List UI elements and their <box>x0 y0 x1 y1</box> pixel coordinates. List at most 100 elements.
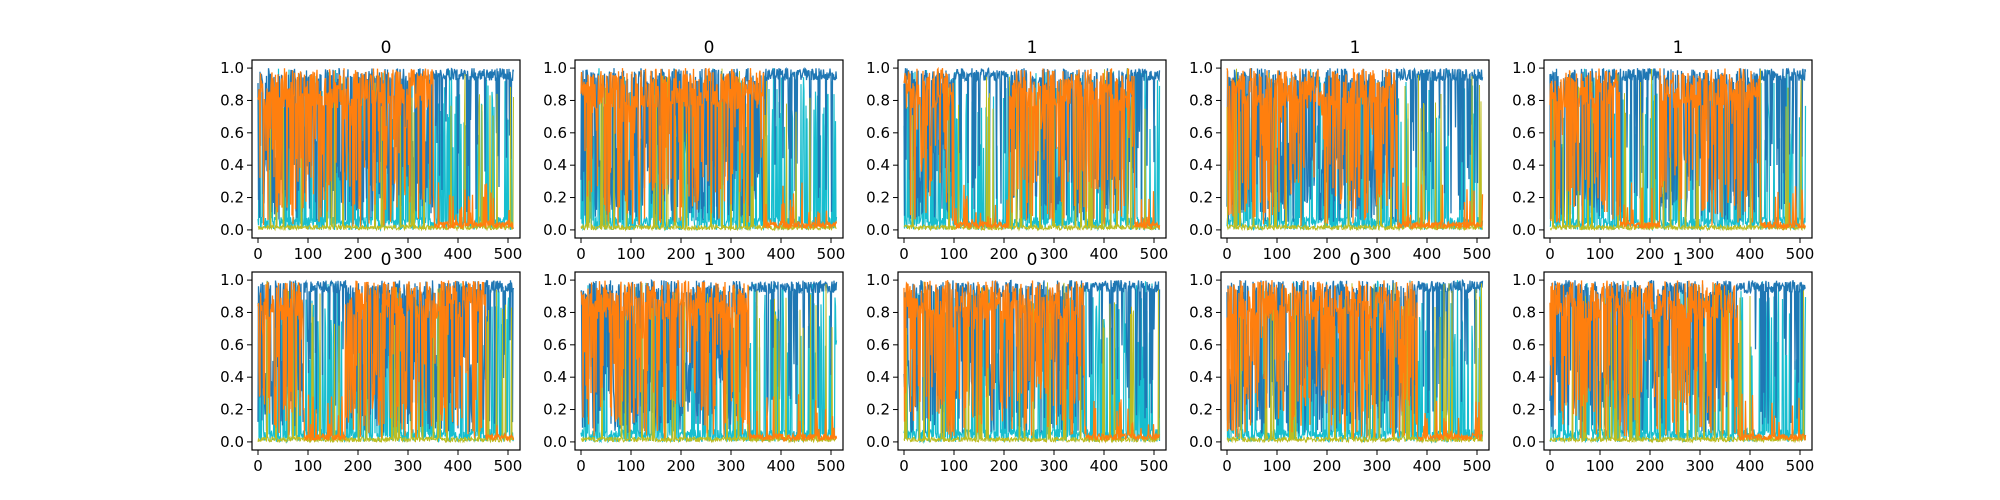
y-tick-label: 0.4 <box>543 368 567 386</box>
subplot-7: 0 100 200 300 400 500 0.0 0.2 0.4 0.6 0.8 1.0 1 <box>543 250 845 475</box>
x-tick-label: 400 <box>767 457 796 475</box>
plot-area <box>580 66 838 232</box>
y-tick-label: 0.4 <box>1512 156 1536 174</box>
x-tick-label: 0 <box>899 245 909 263</box>
subplot-title: 1 <box>704 250 715 270</box>
y-tick-label: 0.2 <box>543 401 567 419</box>
axes-frame <box>1543 271 1813 451</box>
series-orange <box>903 66 1161 231</box>
y-tick-label: 1.0 <box>220 271 244 289</box>
y-tick-label: 0.4 <box>1189 368 1213 386</box>
y-tick-label: 0.8 <box>1189 91 1213 109</box>
x-tick-label: 400 <box>444 457 473 475</box>
x-tick-label: 500 <box>1140 457 1169 475</box>
x-tick-label: 400 <box>1413 245 1442 263</box>
y-tick-label: 0.8 <box>543 303 567 321</box>
series-olive <box>580 68 837 232</box>
axes-frame <box>897 271 1167 451</box>
series-orange <box>580 67 838 230</box>
subplot-title: 0 <box>1350 250 1361 270</box>
x-tick-label: 100 <box>617 245 646 263</box>
x-tick-label: 100 <box>940 457 969 475</box>
y-tick-label: 0.2 <box>220 401 244 419</box>
x-tick-label: 100 <box>1586 245 1615 263</box>
x-tick-label: 100 <box>1263 245 1292 263</box>
subplot-5: 0 100 200 300 400 500 0.0 0.2 0.4 0.6 0.8 1.0 1 <box>1512 38 1814 263</box>
y-tick-label: 0.2 <box>1512 401 1536 419</box>
axes-frame <box>251 271 521 451</box>
series-cyan <box>580 282 838 444</box>
axes-frame <box>574 59 844 239</box>
x-tick-label: 400 <box>1090 245 1119 263</box>
x-tick-label: 0 <box>899 457 909 475</box>
y-tick-label: 0.8 <box>1512 303 1536 321</box>
x-tick-label: 500 <box>1463 245 1492 263</box>
y-tick-label: 0.8 <box>220 303 244 321</box>
y-tick-label: 0.2 <box>1189 401 1213 419</box>
axes-frame <box>1220 271 1490 451</box>
y-tick-label: 0.0 <box>220 433 244 451</box>
y-tick-label: 0.6 <box>1512 336 1536 354</box>
series-olive <box>257 280 514 444</box>
axes-frame <box>1543 59 1813 239</box>
x-tick-label: 0 <box>1545 245 1555 263</box>
y-tick-label: 0.4 <box>866 156 890 174</box>
y-tick-label: 0.6 <box>220 336 244 354</box>
y-tick-label: 1.0 <box>1512 59 1536 77</box>
subplot-title: 1 <box>1673 250 1684 270</box>
y-tick-label: 0.0 <box>866 221 890 239</box>
x-tick-label: 200 <box>344 457 373 475</box>
x-tick-label: 0 <box>576 245 586 263</box>
y-tick-label: 0.6 <box>543 336 567 354</box>
subplot-title: 1 <box>1350 38 1361 58</box>
subplot-1: 0 100 200 300 400 500 0.0 0.2 0.4 0.6 0.8 1.0 0 <box>220 38 522 263</box>
subplot-6: 0 100 200 300 400 500 0.0 0.2 0.4 0.6 0.8 1.0 0 <box>220 250 522 475</box>
y-tick-label: 1.0 <box>1189 59 1213 77</box>
x-tick-label: 300 <box>717 245 746 263</box>
subplot-title: 1 <box>1027 38 1038 58</box>
y-tick-label: 0.2 <box>220 189 244 207</box>
x-tick-label: 500 <box>494 457 523 475</box>
plot-area <box>1549 67 1807 232</box>
x-tick-label: 100 <box>940 245 969 263</box>
y-tick-label: 0.4 <box>1189 156 1213 174</box>
x-tick-label: 300 <box>394 245 423 263</box>
x-tick-label: 0 <box>1222 457 1232 475</box>
subplot-10: 0 100 200 300 400 500 0.0 0.2 0.4 0.6 0.8 1.0 1 <box>1512 250 1814 475</box>
y-tick-label: 0.8 <box>220 91 244 109</box>
x-tick-label: 100 <box>617 457 646 475</box>
x-tick-label: 200 <box>667 457 696 475</box>
subplot-3: 0 100 200 300 400 500 0.0 0.2 0.4 0.6 0.8 1.0 1 <box>866 38 1168 263</box>
series-orange <box>1226 280 1483 442</box>
x-tick-label: 200 <box>1636 245 1665 263</box>
y-tick-label: 1.0 <box>866 59 890 77</box>
x-tick-label: 0 <box>576 457 586 475</box>
x-tick-label: 500 <box>494 245 523 263</box>
y-tick-label: 0.6 <box>220 124 244 142</box>
x-tick-label: 100 <box>294 457 323 475</box>
y-tick-label: 0.8 <box>866 303 890 321</box>
x-tick-label: 0 <box>253 245 263 263</box>
subplot-8: 0 100 200 300 400 500 0.0 0.2 0.4 0.6 0.8 1.0 0 <box>866 250 1168 475</box>
plot-area <box>903 279 1161 445</box>
subplot-2: 0 100 200 300 400 500 0.0 0.2 0.4 0.6 0.8 1.0 0 <box>543 38 845 263</box>
axes-frame <box>251 59 521 239</box>
y-tick-label: 0.4 <box>1512 368 1536 386</box>
y-tick-label: 0.0 <box>866 433 890 451</box>
y-tick-label: 0.0 <box>1189 221 1213 239</box>
subplot-title: 0 <box>381 250 392 270</box>
series-olive <box>257 73 514 232</box>
y-tick-label: 0.6 <box>866 124 890 142</box>
plot-area <box>257 67 515 232</box>
x-tick-label: 300 <box>717 457 746 475</box>
x-tick-label: 0 <box>253 457 263 475</box>
series-orange <box>1549 68 1806 231</box>
y-tick-label: 0.8 <box>1189 303 1213 321</box>
y-tick-label: 1.0 <box>1512 271 1536 289</box>
x-tick-label: 500 <box>817 457 846 475</box>
x-tick-label: 300 <box>1686 245 1715 263</box>
plot-area <box>1226 67 1484 232</box>
series-olive <box>580 283 837 444</box>
x-tick-label: 0 <box>1222 245 1232 263</box>
